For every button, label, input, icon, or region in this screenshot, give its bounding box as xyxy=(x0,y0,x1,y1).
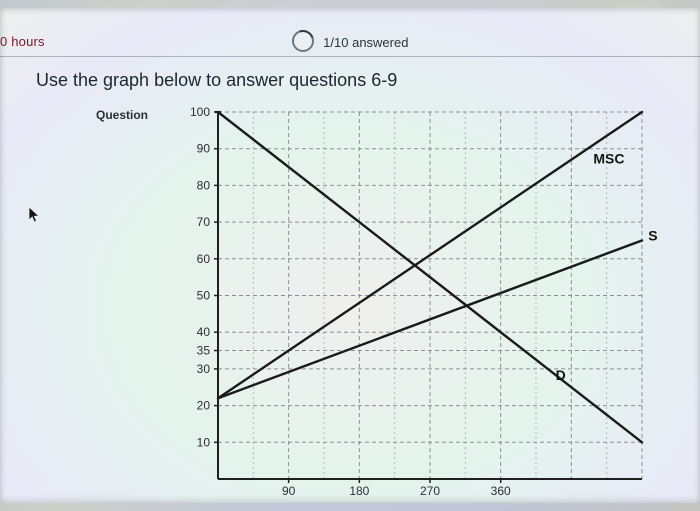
y-tick-label: 10 xyxy=(197,435,211,449)
quiz-screen: 0 hours 1/10 answered Use the graph belo… xyxy=(0,8,700,503)
photo-frame: 0 hours 1/10 answered Use the graph belo… xyxy=(0,0,700,511)
y-tick-label: 35 xyxy=(197,344,211,358)
question-label: Question xyxy=(96,108,148,122)
series-label-S: S xyxy=(648,227,657,243)
header-divider xyxy=(0,56,700,57)
progress-ring-icon xyxy=(292,30,314,52)
y-tick-label: 50 xyxy=(197,289,211,303)
y-tick-label: 90 xyxy=(197,142,211,156)
question-instruction: Use the graph below to answer questions … xyxy=(36,70,397,91)
series-label-MSC: MSC xyxy=(593,150,624,166)
y-tick-label: 80 xyxy=(197,178,211,192)
series-label-D: D xyxy=(556,367,566,383)
x-tick-label: 270 xyxy=(420,484,440,498)
y-tick-label: 30 xyxy=(197,362,211,376)
progress-text: 1/10 answered xyxy=(323,35,408,50)
x-tick-label: 90 xyxy=(282,484,296,498)
x-tick-label: 180 xyxy=(349,484,369,498)
top-bar: 0 hours 1/10 answered xyxy=(0,16,700,56)
mouse-cursor-icon xyxy=(28,206,42,224)
y-tick-label: 20 xyxy=(197,399,211,413)
economics-chart: MSC S D 10 20 30 35 40 50 60 70 80 90 100 90 180 270 360 xyxy=(170,104,660,509)
x-tick-label: 360 xyxy=(491,484,511,498)
y-tick-label: 40 xyxy=(197,325,211,339)
y-tick-label: 100 xyxy=(190,105,210,119)
y-tick-label: 60 xyxy=(197,252,211,266)
y-tick-label: 70 xyxy=(197,215,211,229)
progress-indicator: 1/10 answered xyxy=(0,30,700,52)
